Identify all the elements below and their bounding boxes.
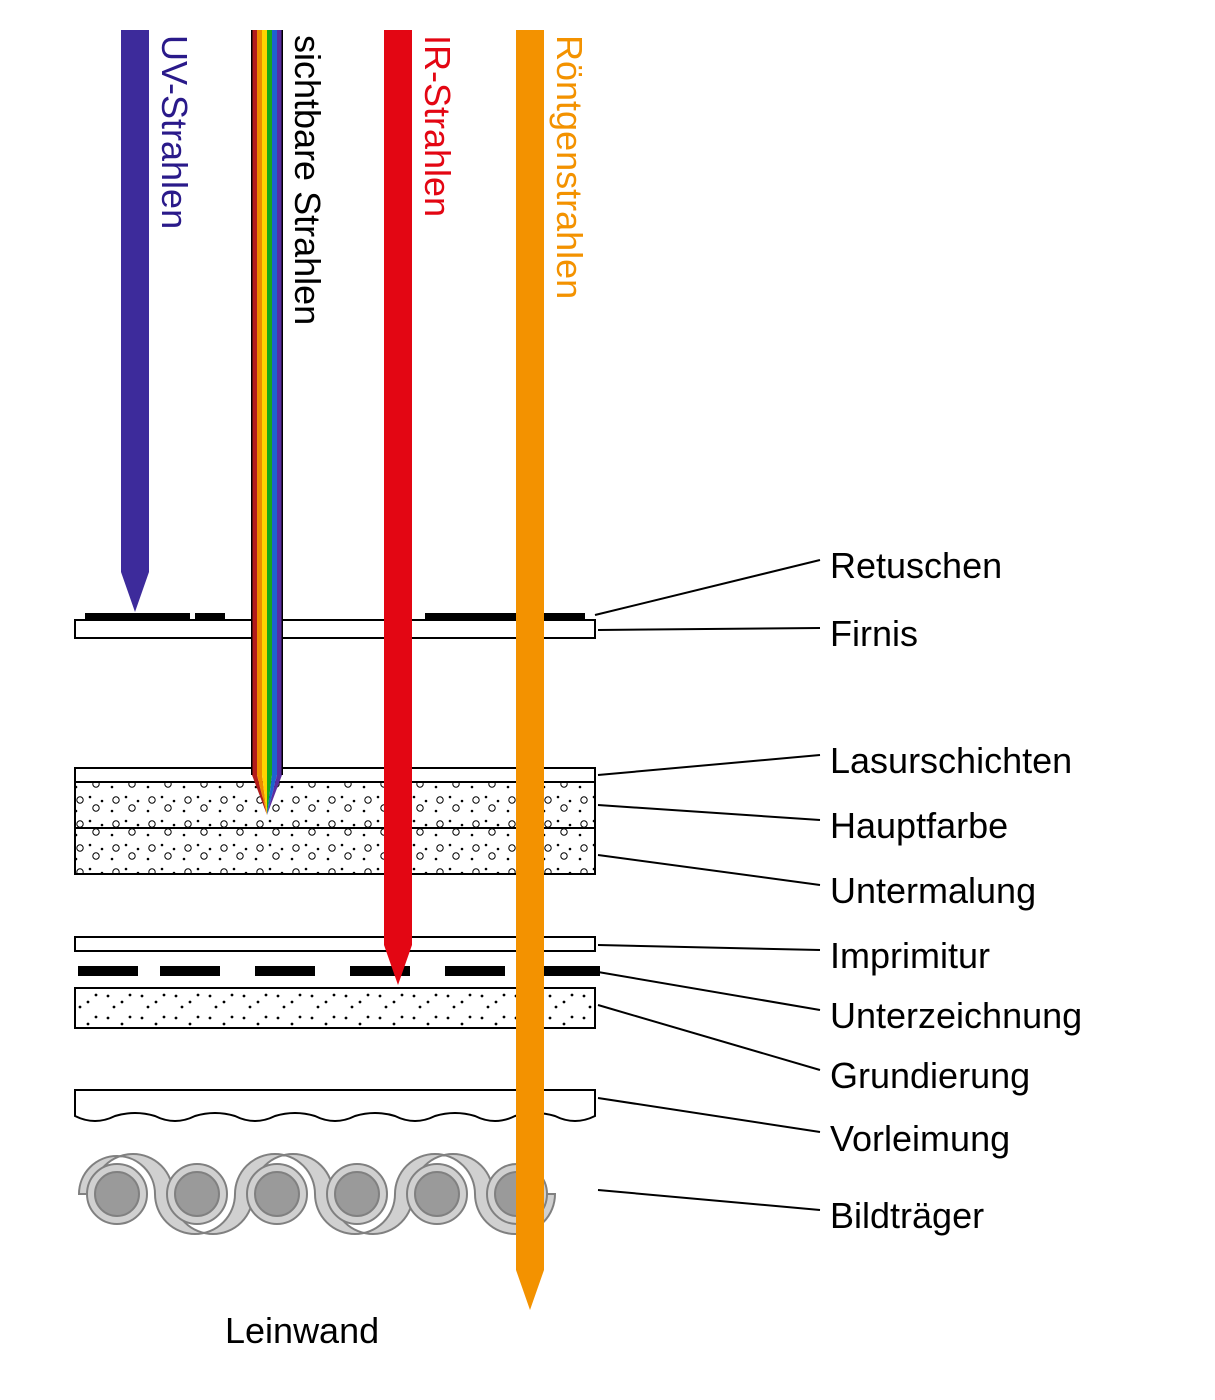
ray-label-xray: Röntgenstrahlen: [548, 35, 590, 299]
ray-label-uv: UV-Strahlen: [153, 35, 195, 229]
leader-grundierung: [598, 1005, 820, 1070]
leader-lasur: [598, 755, 820, 775]
label-hauptfarbe: Hauptfarbe: [830, 805, 1008, 847]
label-imprimitur: Imprimitur: [830, 935, 990, 977]
leader-vorleimung: [598, 1098, 820, 1132]
leader-retuschen: [595, 560, 820, 615]
leader-untermalung: [598, 855, 820, 885]
label-untermalung: Untermalung: [830, 870, 1036, 912]
leader-firnis: [598, 628, 820, 630]
leader-imprimitur: [598, 945, 820, 950]
layer-retuschen: [85, 613, 585, 619]
ray-label-ir: IR-Strahlen: [416, 35, 458, 217]
layer-bildtraeger: [79, 1154, 555, 1234]
leader-bildtraeger: [598, 1190, 820, 1210]
ray-visible: [251, 30, 283, 815]
label-retuschen: Retuschen: [830, 545, 1002, 587]
bottom-label-leinwand: Leinwand: [225, 1310, 379, 1352]
ray-label-visible: sichtbare Strahlen: [286, 35, 328, 325]
label-vorleimung: Vorleimung: [830, 1118, 1010, 1160]
leader-hauptfarbe: [598, 805, 820, 820]
label-grundierung: Grundierung: [830, 1055, 1030, 1097]
label-bildtraeger: Bildträger: [830, 1195, 984, 1237]
ray-xray: [516, 30, 544, 1310]
ray-ir: [384, 30, 412, 985]
label-lasur: Lasurschichten: [830, 740, 1072, 782]
label-unterzeichnung: Unterzeichnung: [830, 995, 1082, 1037]
label-firnis: Firnis: [830, 613, 918, 655]
ray-uv: [121, 30, 149, 612]
leader-unterzeichnung: [598, 972, 820, 1010]
